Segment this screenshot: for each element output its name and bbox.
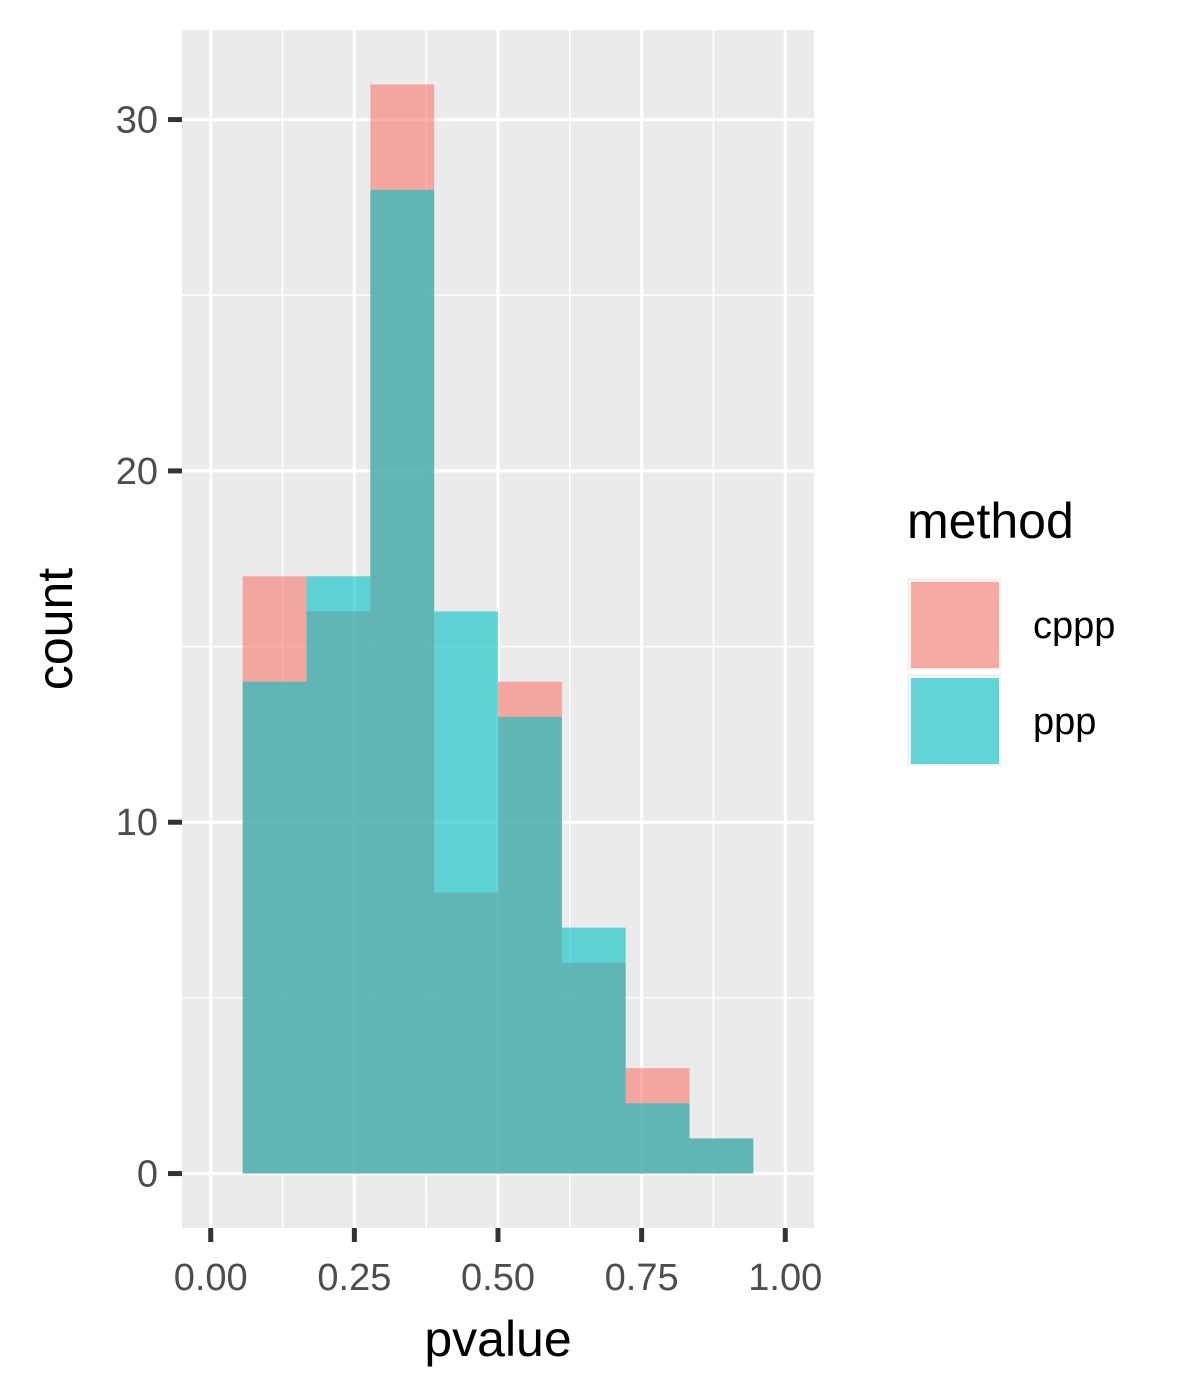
histogram-bars [242, 84, 754, 1174]
legend: method cppp ppp [907, 493, 1115, 766]
legend-label-ppp: ppp [1033, 701, 1096, 743]
legend-title: method [907, 493, 1074, 549]
legend-label-cppp: cppp [1033, 605, 1115, 647]
x-tick-label: 0.00 [174, 1257, 248, 1299]
y-axis-title: count [27, 568, 83, 690]
x-tick-label: 0.75 [605, 1257, 679, 1299]
x-tick-label: 0.50 [461, 1257, 535, 1299]
y-tick-label: 30 [116, 100, 158, 142]
x-axis: 0.00 0.25 0.50 0.75 1.00 [174, 1228, 822, 1299]
histogram-bar-ppp [561, 927, 626, 1174]
y-tick-label: 20 [116, 451, 158, 493]
x-tick-label: 0.25 [317, 1257, 391, 1299]
legend-swatch-cppp [911, 582, 999, 668]
histogram-bar-ppp [370, 189, 435, 1174]
x-tick-label: 1.00 [748, 1257, 822, 1299]
histogram-bar-ppp [498, 716, 562, 1174]
histogram-bar-ppp [434, 611, 498, 1174]
histogram-bar-ppp [689, 1138, 754, 1174]
y-tick-label: 10 [116, 802, 158, 844]
histogram-bar-ppp [625, 1103, 690, 1174]
y-axis: 0 10 20 30 [116, 100, 182, 1196]
legend-items: cppp ppp [907, 578, 1115, 766]
x-axis-title: pvalue [424, 1311, 571, 1367]
y-tick-label: 0 [137, 1154, 158, 1196]
histogram-bar-ppp [242, 681, 307, 1174]
legend-swatch-ppp [911, 678, 999, 764]
histogram-bar-ppp [306, 576, 371, 1174]
